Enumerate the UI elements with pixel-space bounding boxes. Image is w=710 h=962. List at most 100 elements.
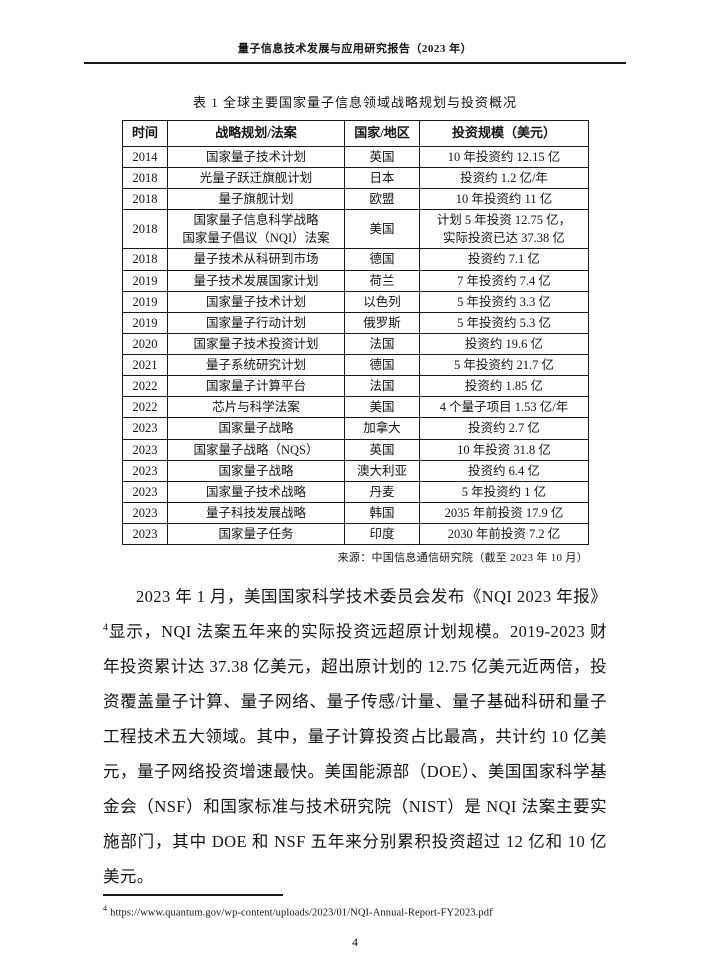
country-cell: 德国 [344, 248, 420, 271]
country-cell: 以色列 [344, 290, 420, 313]
plan-cell: 国家量子战略 [167, 417, 345, 440]
table-row: 2018 光量子跃迁旗舰计划 日本 投资约 1.2 亿/年 [122, 166, 589, 190]
year-cell: 2022 [122, 396, 168, 419]
year-cell: 2023 [122, 523, 168, 546]
plan-cell: 国家量子信息科学战略 国家量子倡议（NQI）法案 [167, 209, 345, 250]
investment-cell: 5 年投资约 21.7 亿 [419, 354, 589, 377]
country-cell: 印度 [344, 523, 420, 546]
investment-cell: 10 年投资约 12.15 亿 [419, 145, 589, 168]
running-header: 量子信息技术发展与应用研究报告（2023 年） [84, 40, 626, 64]
year-cell: 2021 [122, 354, 168, 377]
table-source-note: 来源：中国信息通信研究院（截至 2023 年 10 月） [337, 552, 588, 565]
country-cell: 法国 [344, 332, 420, 356]
investment-cell: 7 年投资约 7.4 亿 [419, 269, 589, 292]
footnote-reference-marker[interactable]: 4 [103, 622, 109, 634]
country-cell: 日本 [344, 166, 420, 190]
plan-cell: 国家量子战略（NQS） [167, 438, 345, 461]
table-row: 2020 国家量子技术投资计划 法国 投资约 19.6 亿 [122, 332, 589, 356]
table-row: 2023 国家量子技术战略 丹麦 5 年投资约 1 亿 [122, 480, 589, 503]
table-row: 2018 国家量子信息科学战略 国家量子倡议（NQI）法案 美国 计划 5 年投资 12… [122, 209, 589, 250]
column-header-country: 国家/地区 [344, 120, 420, 147]
table-row: 2022 国家量子计算平台 法国 投资约 1.85 亿 [122, 375, 589, 398]
table-row: 2014 国家量子技术计划 英国 10 年投资约 12.15 亿 [122, 145, 589, 168]
table-row: 2018 量子旗舰计划 欧盟 10 年投资约 11 亿 [122, 188, 589, 211]
investment-cell: 投资约 1.2 亿/年 [419, 166, 589, 190]
year-cell: 2018 [122, 166, 168, 190]
country-cell: 欧盟 [344, 188, 420, 211]
country-cell: 澳大利亚 [344, 459, 420, 482]
paragraph-text-before-ref: 2023 年 1 月，美国国家科学技术委员会发布《NQI 2023 年报》 [136, 587, 607, 607]
year-cell: 2019 [122, 311, 168, 334]
country-cell: 英国 [344, 438, 420, 461]
table-block: 表 1 全球主要国家量子信息领域战略规划与投资概况 时间 战略规划/法案 国家/… [122, 92, 589, 565]
table-header-row: 时间 战略规划/法案 国家/地区 投资规模（美元） [122, 120, 589, 147]
country-cell: 法国 [344, 375, 420, 398]
investment-cell: 4 个量子项目 1.53 亿/年 [419, 396, 589, 419]
table-row: 2019 国家量子行动计划 俄罗斯 5 年投资约 5.3 亿 [122, 311, 589, 334]
year-cell: 2023 [122, 480, 168, 503]
country-cell: 韩国 [344, 501, 420, 525]
country-cell: 美国 [344, 396, 420, 419]
strategy-investment-table: 时间 战略规划/法案 国家/地区 投资规模（美元） 2014 国家量子技术计划 英国… [122, 120, 589, 546]
investment-cell: 2035 年前投资 17.9 亿 [419, 501, 589, 525]
year-cell: 2014 [122, 145, 168, 168]
plan-cell: 量子系统研究计划 [167, 354, 345, 377]
column-header-year: 时间 [122, 120, 168, 147]
year-cell: 2020 [122, 332, 168, 356]
investment-cell: 2030 年前投资 7.2 亿 [419, 523, 589, 546]
plan-cell: 国家量子战略 [167, 459, 345, 482]
plan-cell: 国家量子行动计划 [167, 311, 345, 334]
country-cell: 加拿大 [344, 417, 420, 440]
country-cell: 美国 [344, 209, 420, 250]
year-cell: 2023 [122, 501, 168, 525]
country-cell: 英国 [344, 145, 420, 168]
plan-cell: 国家量子技术战略 [167, 480, 345, 503]
paragraph-text-after-ref: 显示，NQI 法案五年来的实际投资远超原计划规模。2019-2023 财年投资累… [103, 622, 607, 887]
footnote-url[interactable]: https://www.quantum.gov/wp-content/uploa… [110, 907, 493, 919]
plan-cell: 量子技术从科研到市场 [167, 248, 345, 271]
plan-cell: 国家量子技术投资计划 [167, 332, 345, 356]
year-cell: 2018 [122, 188, 168, 211]
investment-cell: 5 年投资约 3.3 亿 [419, 290, 589, 313]
plan-cell: 光量子跃迁旗舰计划 [167, 166, 345, 190]
investment-cell: 5 年投资约 5.3 亿 [419, 311, 589, 334]
table-row: 2019 量子技术发展国家计划 荷兰 7 年投资约 7.4 亿 [122, 269, 589, 292]
page-footer: 4 https://www.quantum.gov/wp-content/uplo… [0, 894, 710, 962]
table-row: 2021 量子系统研究计划 德国 5 年投资约 21.7 亿 [122, 354, 589, 377]
footnote-separator [103, 894, 283, 897]
plan-cell: 量子科技发展战略 [167, 501, 345, 525]
plan-cell: 芯片与科学法案 [167, 396, 345, 419]
investment-cell: 计划 5 年投资 12.75 亿， 实际投资已达 37.38 亿 [419, 209, 589, 250]
table-row: 2023 量子科技发展战略 韩国 2035 年前投资 17.9 亿 [122, 501, 589, 525]
country-cell: 德国 [344, 354, 420, 377]
table-row: 2019 国家量子技术计划 以色列 5 年投资约 3.3 亿 [122, 290, 589, 313]
year-cell: 2018 [122, 248, 168, 271]
country-cell: 俄罗斯 [344, 311, 420, 334]
column-header-investment: 投资规模（美元） [419, 120, 589, 147]
table-row: 2023 国家量子战略（NQS） 英国 10 年投资 31.8 亿 [122, 438, 589, 461]
table-body: 2014 国家量子技术计划 英国 10 年投资约 12.15 亿 2018 光量子跃迁旗舰… [122, 145, 589, 546]
investment-cell: 投资约 1.85 亿 [419, 375, 589, 398]
column-header-plan: 战略规划/法案 [167, 120, 345, 147]
page-number: 4 [352, 934, 358, 949]
plan-cell: 国家量子计算平台 [167, 375, 345, 398]
table-row: 2023 国家量子战略 加拿大 投资约 2.7 亿 [122, 417, 589, 440]
plan-cell: 国家量子技术计划 [167, 290, 345, 313]
year-cell: 2022 [122, 375, 168, 398]
plan-cell: 量子技术发展国家计划 [167, 269, 345, 292]
table-caption: 表 1 全球主要国家量子信息领域战略规划与投资概况 [192, 95, 517, 110]
table-row: 2022 芯片与科学法案 美国 4 个量子项目 1.53 亿/年 [122, 396, 589, 419]
table-row: 2023 国家量子战略 澳大利亚 投资约 6.4 亿 [122, 459, 589, 482]
investment-cell: 5 年投资约 1 亿 [419, 480, 589, 503]
body-paragraph: 2023 年 1 月，美国国家科学技术委员会发布《NQI 2023 年报》 4显示… [103, 579, 607, 894]
investment-cell: 10 年投资约 11 亿 [419, 188, 589, 211]
country-cell: 荷兰 [344, 269, 420, 292]
table-row: 2023 国家量子任务 印度 2030 年前投资 7.2 亿 [122, 523, 589, 546]
footnote-marker: 4 [103, 904, 108, 914]
plan-cell: 量子旗舰计划 [167, 188, 345, 211]
plan-cell: 国家量子技术计划 [167, 145, 345, 168]
year-cell: 2023 [122, 459, 168, 482]
investment-cell: 投资约 19.6 亿 [419, 332, 589, 356]
investment-cell: 投资约 6.4 亿 [419, 459, 589, 482]
